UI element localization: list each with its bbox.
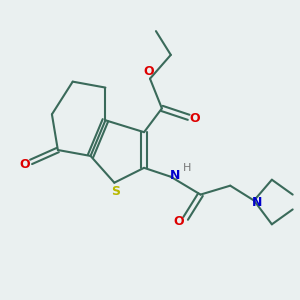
Text: O: O [143, 65, 154, 78]
Text: N: N [252, 196, 262, 208]
Text: O: O [19, 158, 30, 171]
Text: O: O [190, 112, 200, 125]
Text: O: O [174, 215, 184, 228]
Text: H: H [183, 163, 191, 173]
Text: N: N [170, 169, 181, 182]
Text: S: S [111, 184, 120, 197]
